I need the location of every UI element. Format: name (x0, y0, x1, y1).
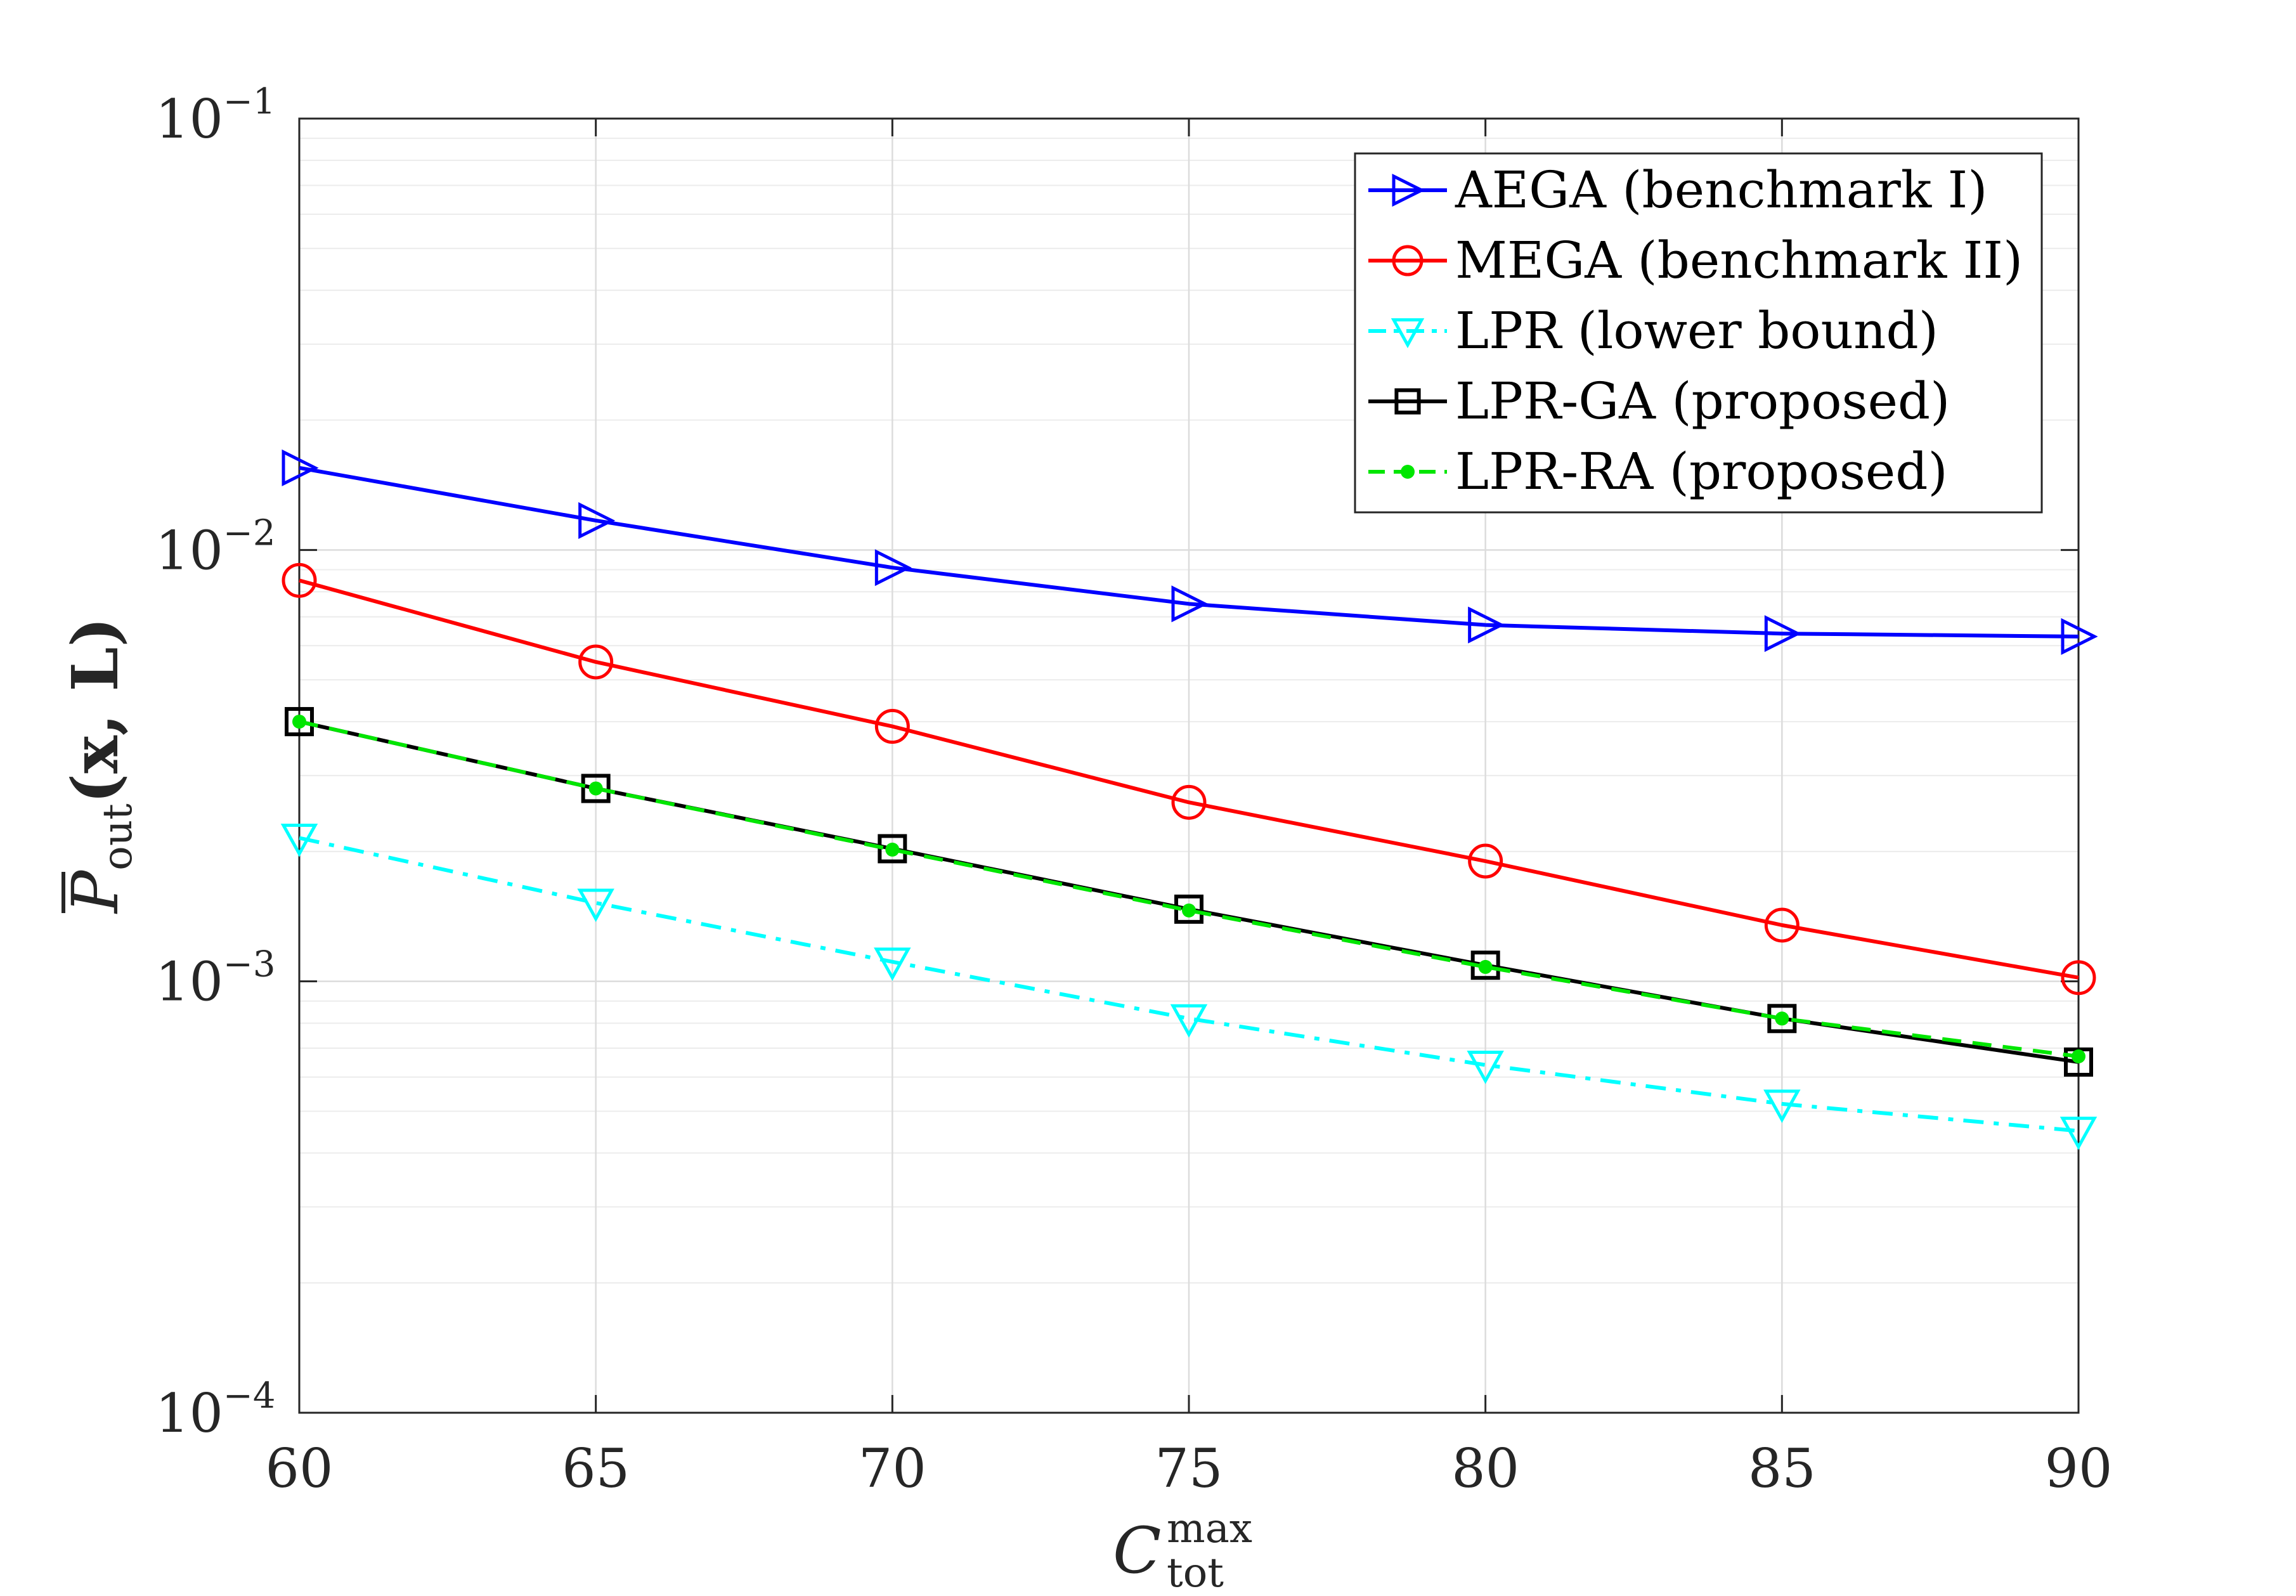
x-tick-label: 90 (2045, 1437, 2113, 1500)
series-lpr (280, 823, 2098, 1150)
y-tick-label: 10−1 (155, 81, 275, 150)
data-point (1764, 907, 1800, 943)
x-axis-title-base: C (1113, 1514, 1162, 1588)
y-axis-title-base: P (58, 869, 133, 914)
data-point (1775, 1011, 1789, 1026)
data-point (1392, 173, 1425, 207)
data-point (581, 774, 611, 803)
data-point (1394, 388, 1421, 415)
data-point (1170, 1004, 1208, 1038)
data-point (292, 715, 306, 729)
x-axis-title-sup: max (1167, 1505, 1252, 1552)
data-point (577, 888, 614, 923)
data-point (282, 449, 319, 486)
data-point (2072, 1049, 2085, 1063)
data-point (874, 947, 911, 981)
data-point (578, 644, 614, 680)
legend-item: LPR-GA (proposed) (1368, 372, 1950, 431)
data-point (1401, 465, 1415, 479)
y-axis-title: Pout(x, L) (58, 617, 141, 914)
legend-item: LPR (lower bound) (1368, 301, 1938, 360)
data-point (588, 781, 603, 796)
data-point (2059, 1117, 2098, 1150)
series-mega (282, 562, 2096, 996)
data-point (2061, 960, 2096, 996)
x-axis-title-sub: tot (1167, 1550, 1224, 1596)
series-line (299, 836, 2079, 1133)
x-tick-label: 75 (1155, 1437, 1223, 1500)
legend-label: MEGA (benchmark II) (1455, 231, 2023, 290)
legend-box (1354, 152, 2043, 514)
data-point (1392, 245, 1424, 276)
legend-label: LPR-GA (proposed) (1455, 372, 1950, 431)
data-point (1468, 843, 1503, 879)
series-line (299, 465, 2079, 639)
data-point (285, 707, 314, 737)
legend-item: LPR-RA (proposed) (1368, 442, 1948, 501)
series-aega (282, 449, 2098, 655)
data-point (874, 549, 912, 587)
data-point (1763, 1089, 1801, 1124)
series-line (299, 578, 2079, 980)
data-point (874, 709, 910, 744)
y-axis-title-sub: out (94, 803, 141, 871)
x-axis: 60 65 70 75 80 85 90 (266, 119, 2113, 1500)
legend-item: MEGA (benchmark II) (1368, 231, 2023, 290)
y-tick-label: 10−3 (155, 944, 275, 1013)
x-tick-label: 85 (1748, 1437, 1816, 1500)
series-lpr-ra (292, 715, 2085, 1063)
legend-label: AEGA (benchmark I) (1455, 160, 1987, 219)
data-point (885, 842, 900, 857)
x-tick-label: 60 (266, 1437, 334, 1500)
y-tick-label: 10−4 (155, 1375, 275, 1444)
y-tick-label: 10−2 (155, 512, 275, 581)
data-point (2061, 618, 2098, 655)
data-point (1764, 615, 1801, 652)
x-axis-title: C max tot (1113, 1505, 1252, 1596)
legend-label: LPR-RA (proposed) (1455, 442, 1948, 501)
x-tick-label: 70 (859, 1437, 926, 1500)
data-point (1171, 585, 1209, 623)
data-point (1391, 318, 1425, 349)
x-tick-label: 80 (1451, 1437, 1519, 1500)
data-point (2064, 1047, 2093, 1077)
legend-label: LPR (lower bound) (1455, 301, 1938, 360)
data-point (280, 823, 318, 857)
legend: AEGA (benchmark I) MEGA (benchmark II) LPR… (1354, 152, 2043, 514)
x-tick-label: 65 (562, 1437, 630, 1500)
data-point (578, 502, 616, 539)
data-point (1478, 959, 1493, 974)
data-point (1467, 1051, 1504, 1084)
series-layer (280, 449, 2098, 1150)
data-point (1468, 606, 1505, 644)
data-point (1182, 903, 1196, 918)
y-axis: 10−1 10−2 10−3 10−4 (155, 81, 2079, 1444)
legend-item: AEGA (benchmark I) (1368, 160, 1987, 219)
data-point (1171, 784, 1207, 820)
data-point (282, 562, 317, 598)
svg-text:Pout(x, L): Pout(x, L) (58, 617, 141, 914)
y-axis-title-args: (x, L) (58, 617, 133, 803)
